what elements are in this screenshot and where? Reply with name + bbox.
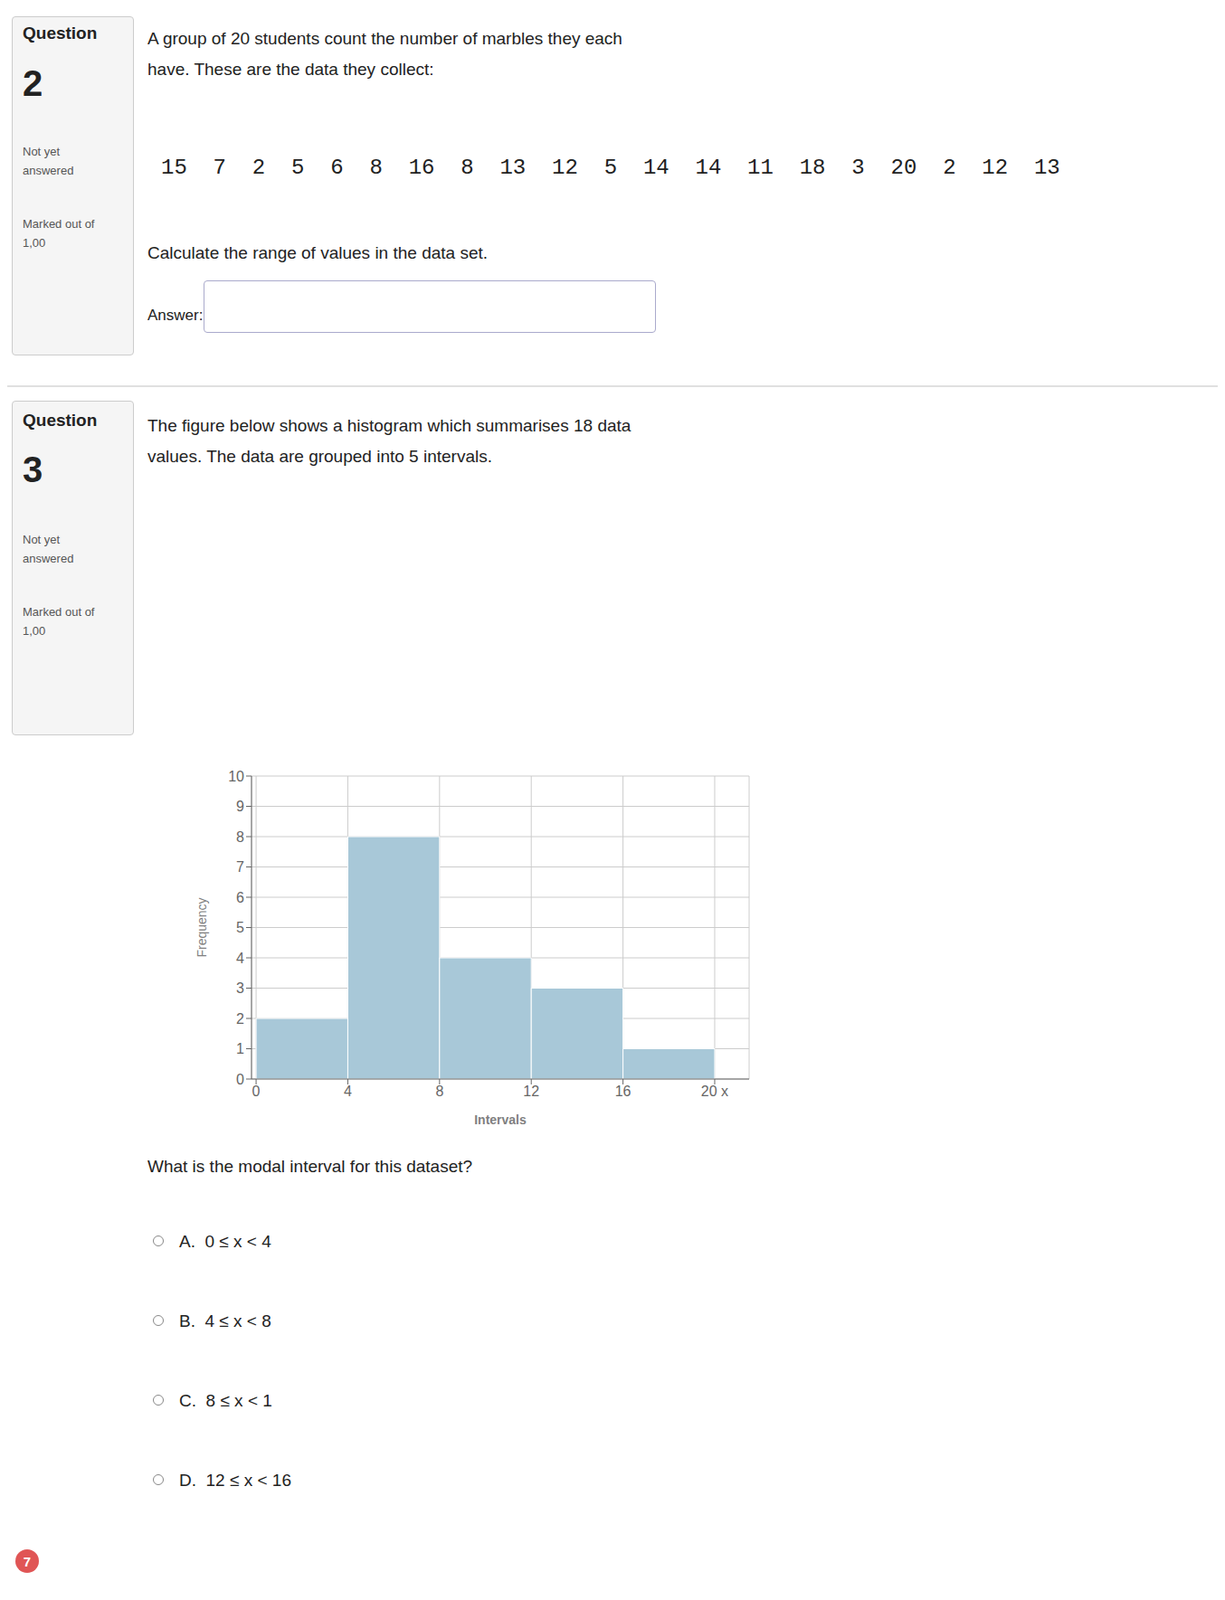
html-text:Answer:: Answer: [147, 306, 204, 324]
html-text:3: 3 [22, 449, 43, 490]
html-text:Not yet answered: Not yet answered [22, 144, 74, 178]
svg-text:2: 2 [236, 1011, 245, 1027]
html-text:A group of 20 students count t: A group of 20 students count the number … [147, 28, 623, 79]
html-text:What is the modal interval for: What is the modal interval for this data… [147, 1157, 473, 1177]
html-text:D. 12 ≤ x < 16: D. 12 ≤ x < 16 [179, 1471, 292, 1491]
svg-text:1: 1 [236, 1041, 245, 1057]
svg-text:7: 7 [236, 859, 245, 875]
html-text:Question: Question [22, 23, 98, 43]
html-text:Marked out of 1,00: Marked out of 1,00 [22, 605, 95, 638]
html-text:C. 8 ≤ x < 1: C. 8 ≤ x < 1 [179, 1391, 273, 1411]
html-text:7: 7 [23, 1553, 31, 1570]
html-text:Calculate the range of values: Calculate the range of values in the dat… [147, 243, 488, 263]
svg-text:5: 5 [236, 920, 245, 936]
svg-text:0: 0 [252, 1083, 261, 1100]
svg-text:6: 6 [236, 890, 245, 906]
html-text:The figure below shows a histo: The figure below shows a histogram which… [147, 416, 631, 467]
svg-text:Frequency: Frequency [194, 897, 209, 958]
html-text:15 7 2 5 6 8 16 8 13 12 5 14 1: 15 7 2 5 6 8 16 8 13 12 5 14 14 11 18 3 … [161, 155, 1061, 181]
svg-text:0: 0 [236, 1072, 245, 1088]
html-text:Question: Question [22, 410, 98, 430]
html-text:Not yet answered: Not yet answered [22, 532, 74, 566]
svg-text:20 x: 20 x [701, 1083, 729, 1100]
svg-text:3: 3 [236, 980, 245, 997]
svg-text:Intervals: Intervals [474, 1112, 527, 1128]
html-text:B. 4 ≤ x < 8: B. 4 ≤ x < 8 [179, 1311, 272, 1331]
svg-text:8: 8 [236, 829, 245, 846]
svg-text:9: 9 [236, 798, 245, 815]
html-text:2: 2 [22, 63, 43, 104]
html-text:A. 0 ≤ x < 4: A. 0 ≤ x < 4 [179, 1232, 272, 1252]
svg-text:8: 8 [435, 1083, 444, 1100]
svg-text:12: 12 [522, 1083, 540, 1100]
svg-text:4: 4 [343, 1083, 352, 1100]
svg-text:4: 4 [236, 950, 245, 967]
svg-text:10: 10 [227, 769, 245, 785]
html-text:Marked out of 1,00: Marked out of 1,00 [22, 217, 95, 250]
svg-text:16: 16 [615, 1083, 632, 1100]
